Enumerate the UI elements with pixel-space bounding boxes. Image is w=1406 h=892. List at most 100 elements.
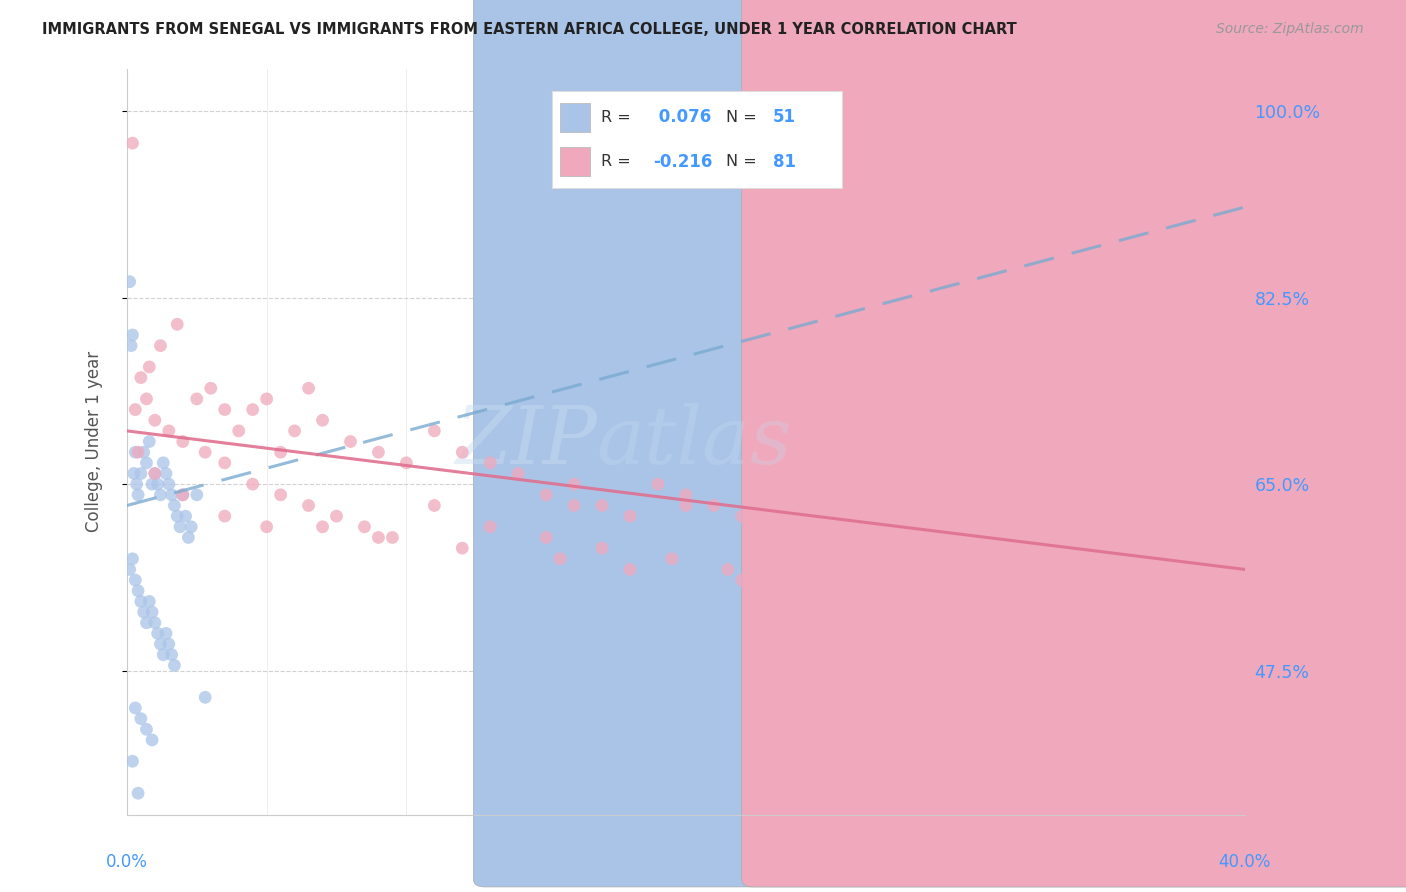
Point xyxy=(157,477,180,491)
Point xyxy=(731,509,754,524)
Point xyxy=(325,509,347,524)
Point xyxy=(200,381,222,395)
Text: Source: ZipAtlas.com: Source: ZipAtlas.com xyxy=(1216,22,1364,37)
Point xyxy=(884,658,907,673)
Point xyxy=(591,499,613,513)
Point xyxy=(814,520,837,534)
Point xyxy=(138,434,160,449)
Point xyxy=(135,723,157,737)
Point xyxy=(127,583,149,598)
Point xyxy=(619,562,641,576)
Point xyxy=(172,434,194,449)
Point xyxy=(548,551,571,566)
Point xyxy=(591,541,613,555)
Point xyxy=(927,541,949,555)
Y-axis label: College, Under 1 year: College, Under 1 year xyxy=(86,351,103,533)
Point xyxy=(186,488,208,502)
Point xyxy=(121,551,143,566)
Point xyxy=(135,615,157,630)
Point xyxy=(143,467,166,481)
Point xyxy=(508,467,530,481)
Point xyxy=(1038,551,1060,566)
Point xyxy=(138,359,160,374)
Point xyxy=(786,499,808,513)
Point xyxy=(163,499,186,513)
Point xyxy=(534,488,557,502)
Point xyxy=(180,520,202,534)
Point xyxy=(214,509,236,524)
Point xyxy=(149,637,172,651)
Point xyxy=(125,477,148,491)
Point xyxy=(214,402,236,417)
Point xyxy=(118,562,141,576)
Point xyxy=(534,531,557,545)
Point xyxy=(160,488,183,502)
Point xyxy=(149,488,172,502)
Point xyxy=(124,701,146,715)
Point xyxy=(155,626,177,640)
Point xyxy=(149,338,172,352)
Point xyxy=(353,520,375,534)
Point xyxy=(166,318,188,332)
Point xyxy=(194,690,217,705)
Point xyxy=(127,786,149,800)
Point xyxy=(194,445,217,459)
Point xyxy=(870,541,893,555)
FancyBboxPatch shape xyxy=(474,0,1406,887)
Point xyxy=(284,424,307,438)
Point xyxy=(297,499,319,513)
Point xyxy=(1178,562,1201,576)
Point xyxy=(717,562,740,576)
Point xyxy=(129,467,152,481)
Point xyxy=(1094,573,1116,587)
Point xyxy=(124,445,146,459)
Point xyxy=(311,413,333,427)
Point xyxy=(228,424,250,438)
Point xyxy=(214,456,236,470)
Point xyxy=(395,456,418,470)
Text: 40.0%: 40.0% xyxy=(1219,854,1271,871)
Point xyxy=(703,499,725,513)
Point xyxy=(758,509,780,524)
Point xyxy=(146,477,169,491)
Point xyxy=(675,499,697,513)
Point xyxy=(135,392,157,406)
Point xyxy=(174,509,197,524)
Point xyxy=(124,573,146,587)
Point xyxy=(955,551,977,566)
Point xyxy=(731,573,754,587)
Point xyxy=(121,328,143,343)
Point xyxy=(1206,573,1229,587)
Point xyxy=(143,413,166,427)
Point xyxy=(172,488,194,502)
Point xyxy=(146,626,169,640)
Point xyxy=(1010,562,1032,576)
Point xyxy=(562,499,585,513)
Point xyxy=(127,445,149,459)
Text: 0.0%: 0.0% xyxy=(105,854,148,871)
Point xyxy=(270,445,292,459)
Text: IMMIGRANTS FROM SENEGAL VS IMMIGRANTS FROM EASTERN AFRICA COLLEGE, UNDER 1 YEAR : IMMIGRANTS FROM SENEGAL VS IMMIGRANTS FR… xyxy=(42,22,1017,37)
Point xyxy=(129,594,152,608)
Point xyxy=(157,637,180,651)
Point xyxy=(122,467,145,481)
Point xyxy=(121,754,143,768)
Point xyxy=(157,424,180,438)
Point xyxy=(661,551,683,566)
Point xyxy=(186,392,208,406)
Point xyxy=(339,434,361,449)
Point xyxy=(256,392,278,406)
Point xyxy=(143,615,166,630)
Point xyxy=(297,381,319,395)
Point xyxy=(647,477,669,491)
Point xyxy=(138,594,160,608)
Point xyxy=(772,573,794,587)
Point xyxy=(256,520,278,534)
Point xyxy=(800,648,823,662)
Point xyxy=(132,605,155,619)
Point xyxy=(129,712,152,726)
Point xyxy=(155,467,177,481)
Point xyxy=(367,445,389,459)
Point xyxy=(479,520,502,534)
Point xyxy=(129,370,152,384)
